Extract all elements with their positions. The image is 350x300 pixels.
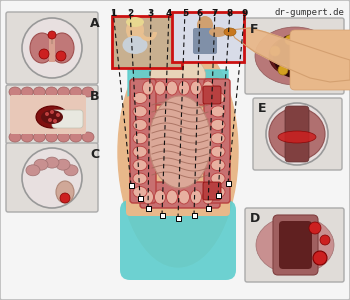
Circle shape <box>320 235 330 245</box>
FancyBboxPatch shape <box>290 30 350 90</box>
Bar <box>205 206 210 211</box>
Ellipse shape <box>30 33 54 63</box>
Ellipse shape <box>142 190 154 204</box>
Ellipse shape <box>278 131 316 143</box>
Circle shape <box>310 49 320 59</box>
Ellipse shape <box>133 146 147 157</box>
Text: A: A <box>90 17 100 30</box>
FancyBboxPatch shape <box>49 34 55 62</box>
FancyBboxPatch shape <box>6 85 98 144</box>
FancyBboxPatch shape <box>6 143 98 212</box>
Ellipse shape <box>167 190 177 204</box>
Text: C: C <box>90 148 99 161</box>
Circle shape <box>56 51 66 61</box>
FancyBboxPatch shape <box>112 16 182 68</box>
Ellipse shape <box>33 87 46 97</box>
FancyBboxPatch shape <box>130 79 156 203</box>
Text: D: D <box>250 212 260 225</box>
Ellipse shape <box>41 110 63 124</box>
Circle shape <box>39 49 49 59</box>
Ellipse shape <box>33 132 46 142</box>
Ellipse shape <box>167 81 177 95</box>
Ellipse shape <box>190 190 202 204</box>
Ellipse shape <box>269 36 321 76</box>
Circle shape <box>278 65 288 75</box>
Ellipse shape <box>197 16 213 34</box>
Bar <box>146 206 150 211</box>
Text: F: F <box>250 23 259 36</box>
Ellipse shape <box>36 106 68 128</box>
Ellipse shape <box>203 190 214 204</box>
Text: 3: 3 <box>148 9 154 18</box>
Circle shape <box>53 119 57 123</box>
Ellipse shape <box>50 33 74 63</box>
Circle shape <box>22 18 82 78</box>
Ellipse shape <box>45 157 59 168</box>
Circle shape <box>266 103 328 165</box>
Ellipse shape <box>150 55 205 95</box>
Ellipse shape <box>133 187 147 197</box>
Ellipse shape <box>142 81 154 95</box>
Ellipse shape <box>133 119 147 130</box>
Ellipse shape <box>26 165 40 176</box>
Circle shape <box>302 37 312 47</box>
Circle shape <box>273 34 317 78</box>
Ellipse shape <box>211 133 225 144</box>
Ellipse shape <box>46 87 57 97</box>
FancyBboxPatch shape <box>273 215 318 275</box>
Ellipse shape <box>190 81 202 95</box>
FancyBboxPatch shape <box>120 200 236 280</box>
Text: 7: 7 <box>212 9 218 18</box>
Ellipse shape <box>269 108 325 160</box>
FancyBboxPatch shape <box>203 182 221 200</box>
FancyBboxPatch shape <box>279 221 312 269</box>
Ellipse shape <box>133 92 147 104</box>
Bar <box>160 212 164 217</box>
Polygon shape <box>128 70 228 105</box>
FancyBboxPatch shape <box>10 95 86 134</box>
FancyBboxPatch shape <box>52 110 83 128</box>
Ellipse shape <box>154 81 166 95</box>
Ellipse shape <box>21 87 33 97</box>
Text: 4: 4 <box>166 9 172 18</box>
Ellipse shape <box>211 187 225 197</box>
Ellipse shape <box>224 28 236 36</box>
Circle shape <box>60 193 70 203</box>
Circle shape <box>50 110 54 114</box>
Ellipse shape <box>118 37 238 267</box>
Text: E: E <box>258 102 266 115</box>
Circle shape <box>309 222 321 234</box>
Ellipse shape <box>211 146 225 157</box>
Ellipse shape <box>211 92 225 104</box>
Text: 9: 9 <box>242 9 248 18</box>
Ellipse shape <box>21 132 33 142</box>
Ellipse shape <box>256 216 334 274</box>
FancyBboxPatch shape <box>6 12 98 84</box>
FancyBboxPatch shape <box>172 12 244 62</box>
Ellipse shape <box>82 132 94 142</box>
Ellipse shape <box>154 190 166 204</box>
Ellipse shape <box>255 27 335 85</box>
Ellipse shape <box>9 87 21 97</box>
Ellipse shape <box>58 132 70 142</box>
Bar <box>191 212 196 217</box>
Ellipse shape <box>203 81 214 95</box>
Ellipse shape <box>126 19 144 41</box>
Circle shape <box>48 118 52 122</box>
Text: 8: 8 <box>227 9 233 18</box>
Ellipse shape <box>122 36 147 54</box>
Circle shape <box>313 251 327 265</box>
Ellipse shape <box>149 96 211 188</box>
Ellipse shape <box>126 17 144 27</box>
Circle shape <box>270 46 280 56</box>
Circle shape <box>22 148 82 208</box>
Ellipse shape <box>133 106 147 117</box>
Ellipse shape <box>82 87 94 97</box>
FancyBboxPatch shape <box>126 96 230 216</box>
Text: 2: 2 <box>127 9 133 18</box>
Circle shape <box>45 112 49 116</box>
Ellipse shape <box>209 27 227 37</box>
Polygon shape <box>230 28 350 82</box>
FancyBboxPatch shape <box>140 79 220 105</box>
